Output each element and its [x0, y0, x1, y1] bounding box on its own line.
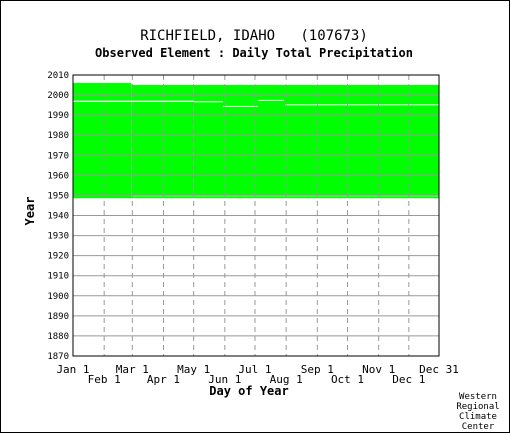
missing-gap-1	[193, 101, 223, 103]
y-tick-label-1970: 1970	[47, 151, 69, 161]
x-tick-label-60: Mar 1	[116, 363, 149, 376]
x-tick-label-213: Aug 1	[270, 373, 303, 386]
x-tick-label-365: Dec 31	[419, 363, 459, 376]
x-tick-label-32: Feb 1	[88, 373, 121, 386]
y-tick-label-2000: 2000	[47, 91, 69, 101]
y-tick-label-1950: 1950	[47, 191, 69, 201]
x-tick-label-274: Oct 1	[331, 373, 364, 386]
y-axis-label: Year	[23, 197, 37, 226]
credit-line-4: Center	[462, 422, 495, 432]
credit-line-3: Climate	[459, 412, 497, 422]
x-tick-label-335: Dec 1	[392, 373, 425, 386]
x-tick-label-244: Sep 1	[301, 363, 334, 376]
x-tick-label-152: Jun 1	[208, 373, 241, 386]
credit-line-2: Regional	[456, 402, 499, 412]
missing-gap-0	[73, 100, 194, 102]
x-axis-label: Day of Year	[209, 384, 288, 398]
missing-gap-3	[285, 104, 439, 106]
y-tick-labels: 1870 1880 1890 1900 1910 1920 1930 1940 1950 1960…	[47, 71, 69, 362]
observed-block-3	[73, 196, 439, 199]
y-tick-label-1870: 1870	[47, 352, 69, 362]
y-tick-label-1990: 1990	[47, 111, 69, 121]
x-tick-label-182: Jul 1	[238, 363, 271, 376]
plot-border	[72, 74, 440, 357]
x-tick-label-305: Nov 1	[362, 363, 395, 376]
y-tick-label-1940: 1940	[47, 212, 69, 222]
observed-block-0	[73, 83, 132, 198]
chart-subtitle: Observed Element : Daily Total Precipita…	[95, 46, 413, 60]
y-tick-label-1900: 1900	[47, 292, 69, 302]
x-tick-label-1: Jan 1	[56, 363, 89, 376]
observed-block-2	[193, 85, 439, 196]
y-tick-label-1960: 1960	[47, 171, 69, 181]
missing-gap-4	[258, 99, 285, 101]
x-tick-label-121: May 1	[177, 363, 210, 376]
plot-area	[73, 83, 439, 199]
grid-layer	[72, 74, 440, 357]
y-tick-label-1880: 1880	[47, 332, 69, 342]
y-tick-label-2010: 2010	[47, 71, 69, 81]
missing-gap-2	[222, 105, 259, 107]
y-tick-label-1910: 1910	[47, 272, 69, 282]
credit-line-1: Western	[459, 392, 497, 402]
y-tick-label-1890: 1890	[47, 312, 69, 322]
x-tick-labels: Jan 1 Mar 1 May 1 Jul 1 Sep 1 Nov 1 Dec 31 Feb …	[56, 363, 458, 386]
y-tick-label-1920: 1920	[47, 252, 69, 262]
observed-block-1	[131, 85, 194, 196]
chart-title: RICHFIELD, IDAHO (107673)	[140, 28, 368, 44]
y-tick-label-1930: 1930	[47, 232, 69, 242]
x-tick-label-91: Apr 1	[147, 373, 180, 386]
y-tick-label-1980: 1980	[47, 131, 69, 141]
